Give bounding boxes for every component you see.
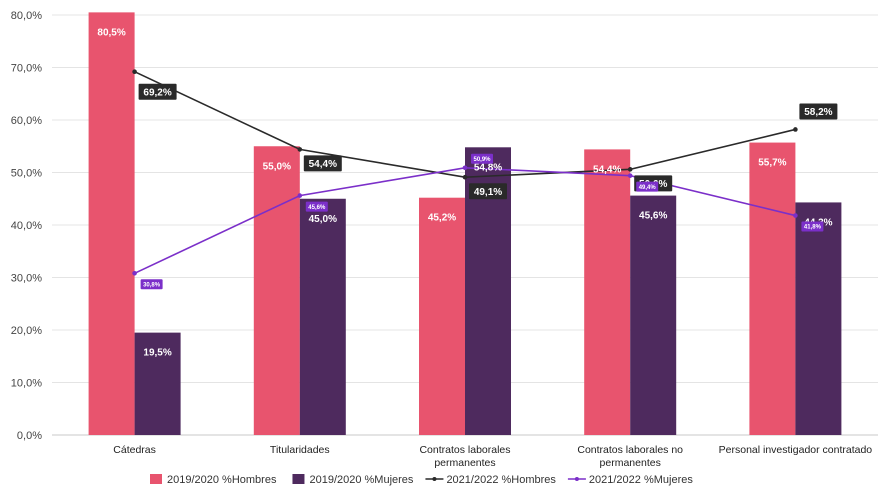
line-data-label: 49,1% <box>474 187 502 198</box>
legend-label: 2019/2020 %Hombres <box>167 474 277 486</box>
bar <box>630 195 677 435</box>
legend-label: 2021/2022 %Mujeres <box>589 474 693 486</box>
legend-marker <box>432 477 437 481</box>
x-axis: Cátedras Titularidades Contratos laborales… <box>113 444 872 469</box>
line-data-label: 49,4% <box>639 185 657 191</box>
bar <box>795 202 842 435</box>
line-point <box>462 174 468 180</box>
y-tick-label: 30,0% <box>11 273 42 285</box>
y-tick-label: 20,0% <box>11 325 42 337</box>
y-tick-label: 60,0% <box>11 115 42 127</box>
line-point <box>297 193 303 198</box>
line-point <box>132 271 137 276</box>
x-tick-label: Contratos laborales <box>419 444 510 456</box>
line-data-label: 45,6% <box>308 205 326 211</box>
line-point <box>793 213 798 218</box>
line-label-box <box>636 181 659 192</box>
y-axis: 0,0% 10,0% 20,0% 30,0% 40,0% 50,0% 60,0% 70,0% 8… <box>11 10 42 442</box>
x-tick-label: permanentes <box>434 457 495 469</box>
y-tick-label: 50,0% <box>11 168 42 180</box>
line-label-box <box>801 221 824 232</box>
y-tick-label: 70,0% <box>11 63 42 75</box>
bar-data-label: 80,5% <box>97 27 125 38</box>
line-data-label: 58,2% <box>804 107 832 118</box>
line-point <box>297 147 303 152</box>
line-point <box>627 173 633 178</box>
data-labels: 80,5% 55,0% 45,2% 54,4% 55,7% 19,5% 45,0% 54,8%… <box>97 27 838 359</box>
y-tick-label: 0,0% <box>17 430 42 442</box>
line-point <box>793 127 798 132</box>
bar-data-label: 54,4% <box>593 164 621 175</box>
bar-data-label: 45,2% <box>428 213 456 224</box>
bar <box>749 142 796 435</box>
line-data-label: 41,8% <box>804 225 822 231</box>
line-label-box <box>303 155 342 172</box>
bar-data-label: 55,7% <box>758 158 786 169</box>
bar-data-label: 45,0% <box>309 214 337 225</box>
bar <box>419 197 465 435</box>
bar-data-label: 54,8% <box>474 162 502 173</box>
bar <box>253 146 300 435</box>
bar-data-label: 19,5% <box>143 348 171 359</box>
line-point <box>462 165 468 171</box>
legend: 2019/2020 %Hombres 2019/2020 %Mujeres 2021… <box>150 474 693 486</box>
y-tick-label: 80,0% <box>11 10 42 22</box>
x-tick-label: permanentes <box>600 457 661 469</box>
bar <box>584 149 631 435</box>
legend-swatch <box>292 474 305 484</box>
bar-data-label: 45,6% <box>639 211 667 222</box>
line-label-box <box>138 83 177 100</box>
line-point <box>627 167 633 172</box>
line-label-box <box>799 103 838 120</box>
y-tick-label: 10,0% <box>11 378 42 390</box>
legend-swatch <box>150 474 162 484</box>
x-tick-label: Contratos laborales no <box>577 444 683 456</box>
bar <box>88 12 135 435</box>
y-tick-label: 40,0% <box>11 220 42 232</box>
line-data-label: 50,9% <box>473 157 491 163</box>
line-label-box <box>469 183 507 200</box>
line-label-box <box>140 279 163 290</box>
line-point <box>132 69 137 74</box>
line-label-box <box>471 153 493 164</box>
lines <box>132 69 798 276</box>
line-data-label: 30,8% <box>143 282 161 288</box>
line-label-box <box>305 201 328 212</box>
x-tick-label: Titularidades <box>270 444 330 456</box>
bar <box>299 198 346 435</box>
legend-marker <box>574 477 579 481</box>
legend-label: 2021/2022 %Hombres <box>446 474 556 486</box>
legend-label: 2019/2020 %Mujeres <box>309 474 413 486</box>
line-data-label: 54,4% <box>309 159 337 170</box>
bar <box>134 332 181 435</box>
bars <box>88 12 842 436</box>
line-data-label: 69,2% <box>143 87 171 98</box>
x-tick-label: Cátedras <box>113 444 156 456</box>
x-tick-label: Personal investigador contratado <box>719 444 873 456</box>
bar-data-label: 55,0% <box>263 161 291 172</box>
